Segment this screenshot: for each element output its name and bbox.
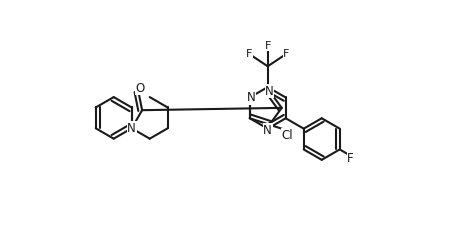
Text: F: F: [265, 40, 271, 50]
Text: F: F: [347, 152, 354, 165]
Text: N: N: [263, 124, 272, 137]
Text: N: N: [128, 122, 136, 135]
Text: N: N: [247, 91, 255, 104]
Text: F: F: [283, 49, 290, 59]
Text: N: N: [265, 84, 274, 98]
Text: F: F: [246, 49, 252, 59]
Text: Cl: Cl: [281, 129, 293, 142]
Text: O: O: [135, 82, 144, 95]
